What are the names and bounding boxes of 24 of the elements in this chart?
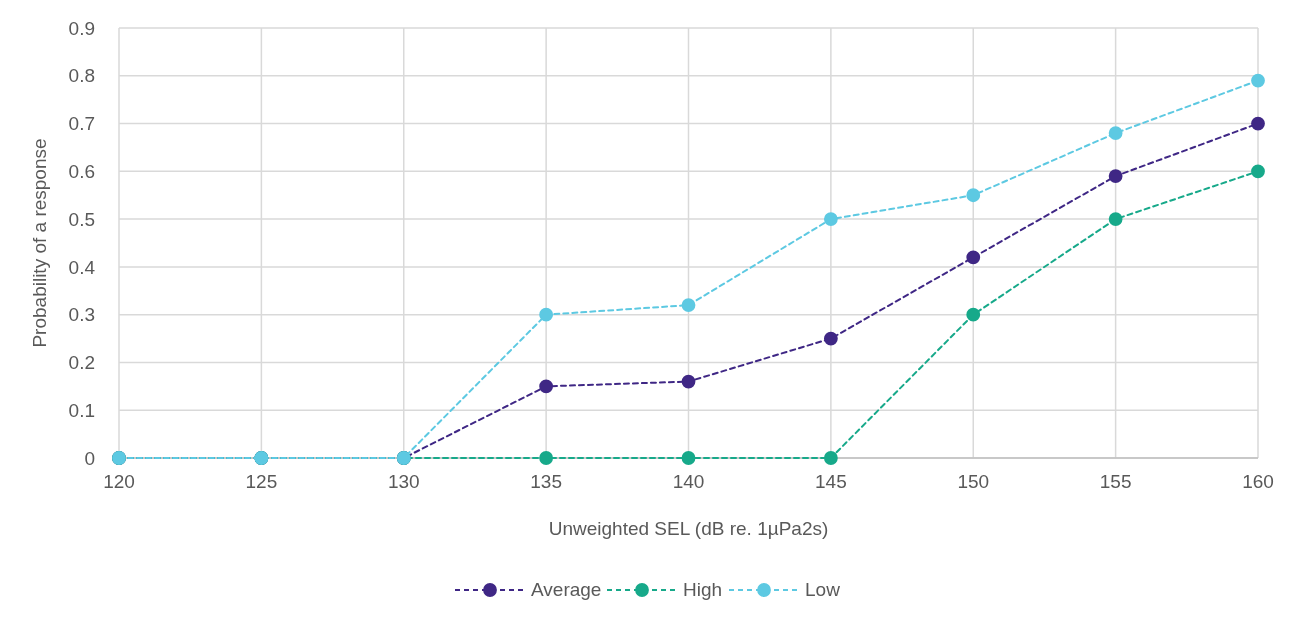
x-tick-label: 120 bbox=[103, 471, 135, 492]
x-tick-label: 155 bbox=[1099, 471, 1132, 492]
legend-label: Low bbox=[805, 579, 841, 600]
y-axis-title: Probability of a response bbox=[29, 138, 50, 348]
y-tick-label: 0.2 bbox=[68, 352, 95, 374]
legend-label: High bbox=[683, 579, 723, 600]
x-axis-title: Unweighted SEL (dB re. 1µPa2s) bbox=[548, 518, 829, 539]
y-tick-label: 0.8 bbox=[68, 65, 95, 87]
x-tick-label: 150 bbox=[957, 471, 990, 492]
y-tick-label: 0.5 bbox=[68, 208, 95, 230]
x-tick-label: 125 bbox=[245, 471, 278, 492]
legend-label: Average bbox=[531, 579, 602, 600]
x-tick-label: 145 bbox=[815, 471, 847, 492]
y-tick-label: 0.1 bbox=[68, 399, 95, 421]
x-tick-label: 160 bbox=[1242, 471, 1274, 492]
y-tick-label: 0.3 bbox=[68, 304, 95, 326]
x-tick-label: 130 bbox=[387, 471, 420, 492]
y-tick-label: 0.6 bbox=[68, 160, 95, 182]
x-tick-label: 135 bbox=[530, 471, 562, 492]
y-tick-label: 0.9 bbox=[68, 17, 95, 39]
x-tick-label: 140 bbox=[672, 471, 705, 492]
y-tick-label: 0 bbox=[84, 447, 95, 469]
y-tick-label: 0.7 bbox=[68, 113, 95, 135]
y-tick-label: 0.4 bbox=[68, 256, 96, 278]
